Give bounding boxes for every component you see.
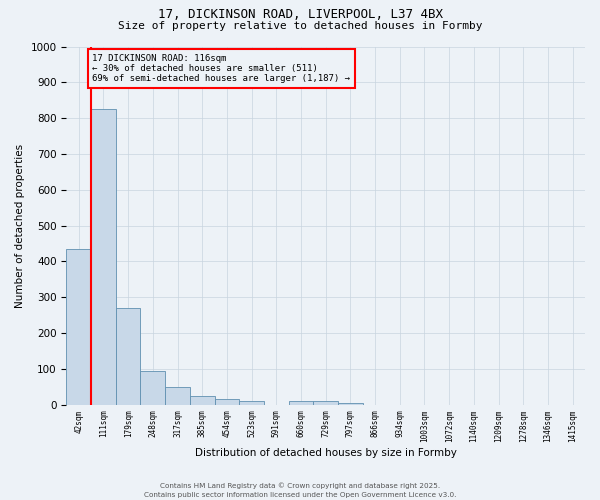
Bar xyxy=(165,387,190,404)
Bar xyxy=(338,403,363,404)
Bar xyxy=(313,401,338,404)
Bar xyxy=(289,401,313,404)
X-axis label: Distribution of detached houses by size in Formby: Distribution of detached houses by size … xyxy=(195,448,457,458)
Text: Size of property relative to detached houses in Formby: Size of property relative to detached ho… xyxy=(118,21,482,31)
Y-axis label: Number of detached properties: Number of detached properties xyxy=(15,144,25,308)
Bar xyxy=(140,370,165,404)
Bar xyxy=(116,308,140,404)
Bar xyxy=(239,401,264,404)
Bar xyxy=(91,109,116,405)
Bar xyxy=(190,396,215,404)
Text: Contains HM Land Registry data © Crown copyright and database right 2025.: Contains HM Land Registry data © Crown c… xyxy=(160,482,440,489)
Text: Contains public sector information licensed under the Open Government Licence v3: Contains public sector information licen… xyxy=(144,492,456,498)
Bar xyxy=(215,400,239,404)
Bar xyxy=(67,249,91,404)
Text: 17, DICKINSON ROAD, LIVERPOOL, L37 4BX: 17, DICKINSON ROAD, LIVERPOOL, L37 4BX xyxy=(157,8,443,20)
Text: 17 DICKINSON ROAD: 116sqm
← 30% of detached houses are smaller (511)
69% of semi: 17 DICKINSON ROAD: 116sqm ← 30% of detac… xyxy=(92,54,350,84)
